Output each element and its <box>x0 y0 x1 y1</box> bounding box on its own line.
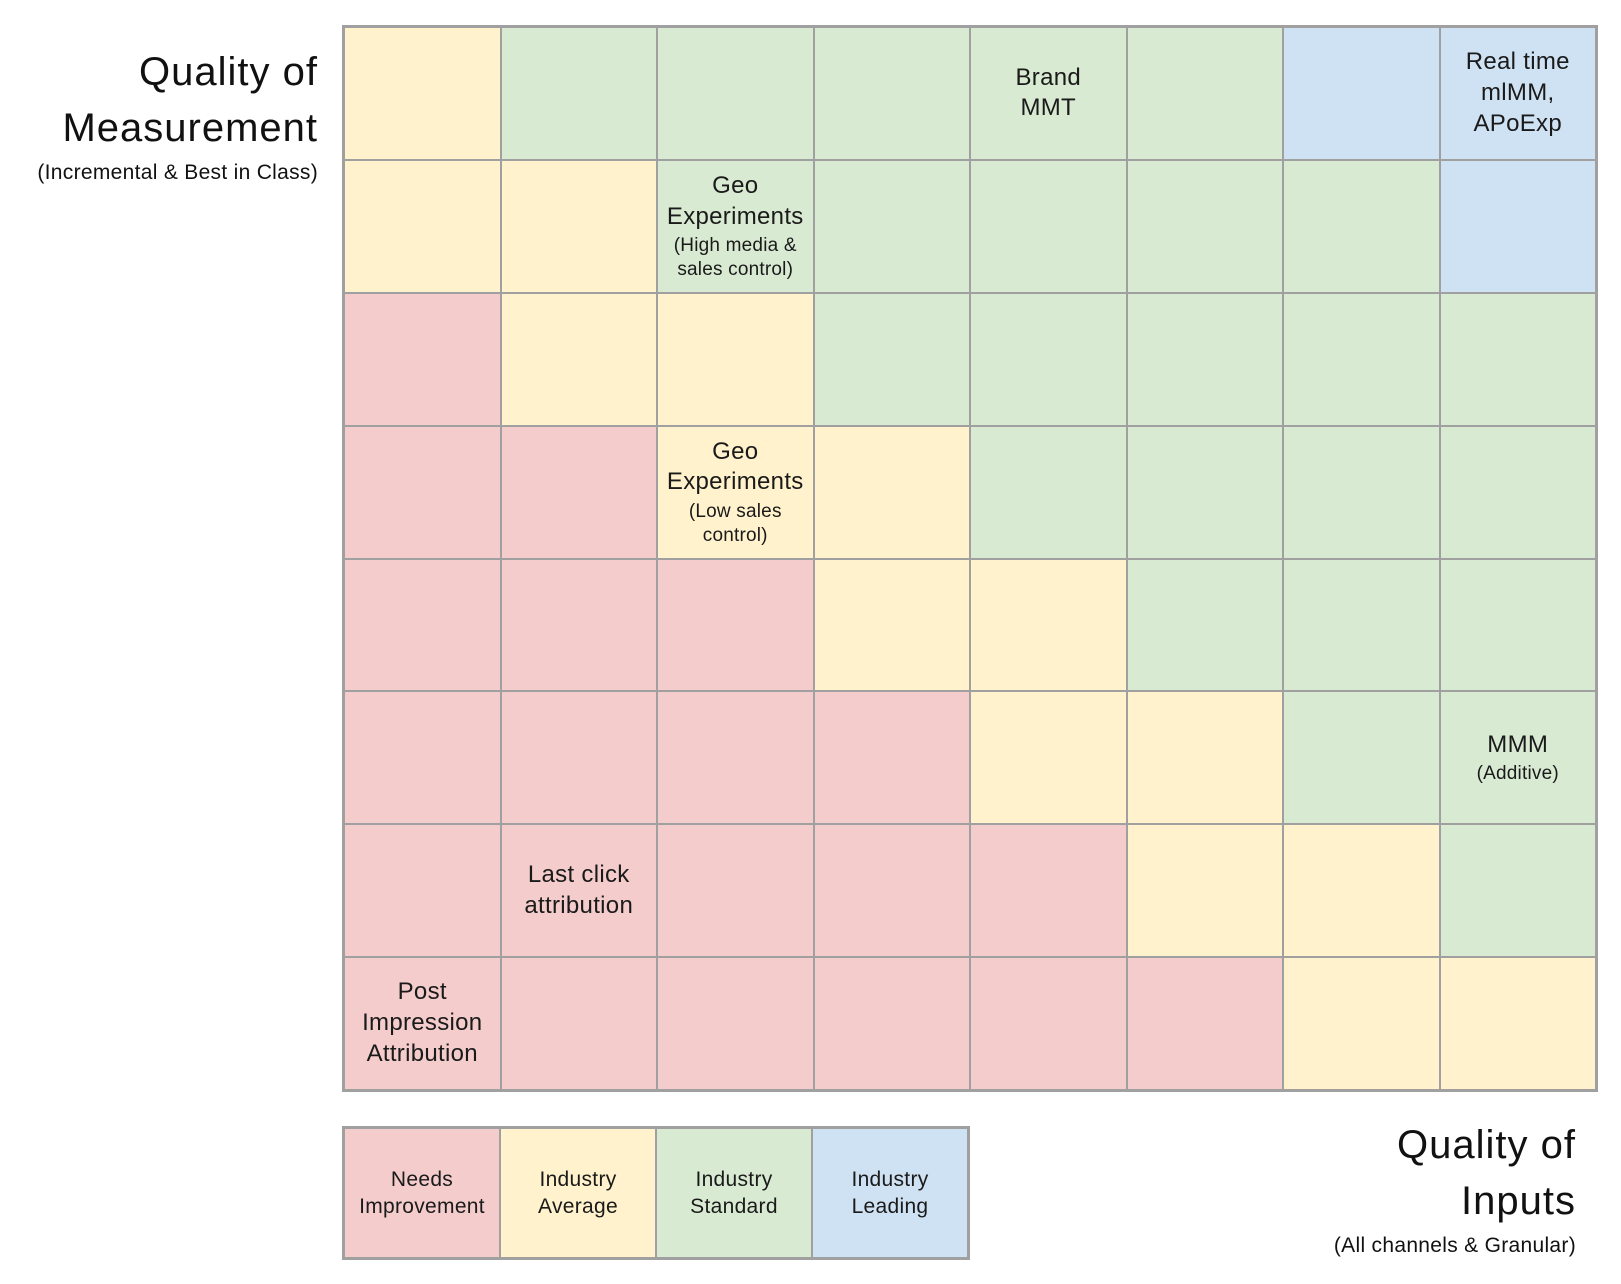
cell-label-main: Brand MMT <box>1015 63 1082 122</box>
matrix-cell-r3c6 <box>1127 293 1282 425</box>
matrix-cell-r6c1 <box>345 692 500 824</box>
matrix-cell-r7c2: Last click attribution <box>501 825 656 957</box>
legend-item-standard: Industry Standard <box>657 1129 811 1257</box>
legend-item-label: Industry Standard <box>690 1167 778 1218</box>
measurement-axis-title-line1: Quality of <box>139 50 318 94</box>
matrix-cell-r5c5 <box>971 559 1126 691</box>
matrix-cell-r6c5 <box>971 692 1126 824</box>
matrix-cell-r8c8 <box>1440 958 1595 1089</box>
legend-item-label: Industry Leading <box>851 1167 929 1218</box>
cell-label-sub: (Low sales control) <box>688 501 782 546</box>
matrix-cell-r7c7 <box>1284 825 1439 957</box>
matrix-cell-r3c7 <box>1284 293 1439 425</box>
matrix-cell-r3c3 <box>658 293 813 425</box>
inputs-axis-title-line2: Inputs <box>1461 1179 1576 1223</box>
matrix-cell-r5c6 <box>1127 559 1282 691</box>
matrix-cell-r7c4 <box>814 825 969 957</box>
matrix-cell-r2c6 <box>1127 160 1282 292</box>
matrix-cell-r8c6 <box>1127 958 1282 1089</box>
matrix-cell-r4c5 <box>971 426 1126 558</box>
inputs-axis-subtitle: (All channels & Granular) <box>1333 1234 1576 1257</box>
matrix-cell-r6c4 <box>814 692 969 824</box>
matrix-cell-r2c7 <box>1284 160 1439 292</box>
matrix-cell-r4c4 <box>814 426 969 558</box>
matrix-cell-r6c3 <box>658 692 813 824</box>
matrix-cell-r1c5: Brand MMT <box>971 28 1126 159</box>
matrix-cell-r6c7 <box>1284 692 1439 824</box>
legend: Needs Improvement Industry Average Industr… <box>342 1126 970 1260</box>
matrix-cell-r1c1 <box>345 28 500 159</box>
matrix-cell-r3c4 <box>814 293 969 425</box>
matrix-cell-r3c2 <box>501 293 656 425</box>
matrix-grid: Brand MMT Real time mlMM, APoExp Geo Exper… <box>342 25 1598 1092</box>
cell-label-main: Real time mlMM, APoExp <box>1465 48 1570 137</box>
matrix-cell-r6c8: MMM (Additive) <box>1440 692 1595 824</box>
matrix-cell-r7c5 <box>971 825 1126 957</box>
matrix-cell-r4c8 <box>1440 426 1595 558</box>
cell-label-main: MMM <box>1487 730 1549 758</box>
matrix-cell-r3c1 <box>345 293 500 425</box>
measurement-axis-subtitle: (Incremental & Best in Class) <box>37 161 318 184</box>
matrix-cell-r1c3 <box>658 28 813 159</box>
matrix-cell-r5c2 <box>501 559 656 691</box>
matrix-cell-r2c8 <box>1440 160 1595 292</box>
matrix-cell-r8c1: Post Impression Attribution <box>345 958 500 1089</box>
cell-label-main: Geo Experiments <box>666 171 804 230</box>
matrix-cell-r6c2 <box>501 692 656 824</box>
legend-item-label: Industry Average <box>538 1167 618 1218</box>
legend-item-average: Industry Average <box>501 1129 655 1257</box>
matrix-cell-r7c3 <box>658 825 813 957</box>
matrix-cell-r8c7 <box>1284 958 1439 1089</box>
inputs-axis-title: Quality of Inputs (All channels & Granul… <box>1076 1117 1576 1261</box>
matrix-cell-r5c7 <box>1284 559 1439 691</box>
matrix-cell-r1c4 <box>814 28 969 159</box>
matrix-cell-r7c6 <box>1127 825 1282 957</box>
matrix-cell-r4c7 <box>1284 426 1439 558</box>
matrix-cell-r2c2 <box>501 160 656 292</box>
matrix-cell-r2c4 <box>814 160 969 292</box>
cell-label-sub: (High media & sales control) <box>673 235 797 281</box>
matrix-cell-r4c6 <box>1127 426 1282 558</box>
matrix-cell-r1c8: Real time mlMM, APoExp <box>1440 28 1595 159</box>
matrix-cell-r2c1 <box>345 160 500 292</box>
matrix-cell-r1c2 <box>501 28 656 159</box>
matrix-cell-r4c2 <box>501 426 656 558</box>
legend-item-improvement: Needs Improvement <box>345 1129 499 1257</box>
matrix-cell-r4c3: Geo Experiments (Low sales control) <box>658 426 813 558</box>
matrix-cell-r5c4 <box>814 559 969 691</box>
matrix-cell-r1c6 <box>1127 28 1282 159</box>
matrix-cell-r7c1 <box>345 825 500 957</box>
legend-item-label: Needs Improvement <box>359 1167 485 1218</box>
matrix-cell-r3c8 <box>1440 293 1595 425</box>
matrix-cell-r2c5 <box>971 160 1126 292</box>
cell-label-main: Last click attribution <box>524 860 634 919</box>
matrix-cell-r7c8 <box>1440 825 1595 957</box>
cell-label-main: Geo Experiments <box>666 437 804 496</box>
matrix-cell-r5c1 <box>345 559 500 691</box>
matrix-cell-r5c3 <box>658 559 813 691</box>
matrix-cell-r3c5 <box>971 293 1126 425</box>
matrix-cell-r8c2 <box>501 958 656 1089</box>
matrix-cell-r2c3: Geo Experiments (High media & sales contr… <box>658 160 813 292</box>
matrix-cell-r8c4 <box>814 958 969 1089</box>
legend-item-leading: Industry Leading <box>813 1129 967 1257</box>
inputs-axis-title-line1: Quality of <box>1397 1123 1576 1167</box>
cell-label-main: Post Impression Attribution <box>362 978 483 1067</box>
matrix-cell-r8c5 <box>971 958 1126 1089</box>
matrix-cell-r1c7 <box>1284 28 1439 159</box>
measurement-axis-title: Quality of Measurement (Incremental & Be… <box>0 44 318 188</box>
measurement-axis-title-line2: Measurement <box>62 106 318 150</box>
matrix-cell-r8c3 <box>658 958 813 1089</box>
matrix-cell-r6c6 <box>1127 692 1282 824</box>
cell-label-sub: (Additive) <box>1476 763 1559 785</box>
matrix-cell-r5c8 <box>1440 559 1595 691</box>
matrix-cell-r4c1 <box>345 426 500 558</box>
